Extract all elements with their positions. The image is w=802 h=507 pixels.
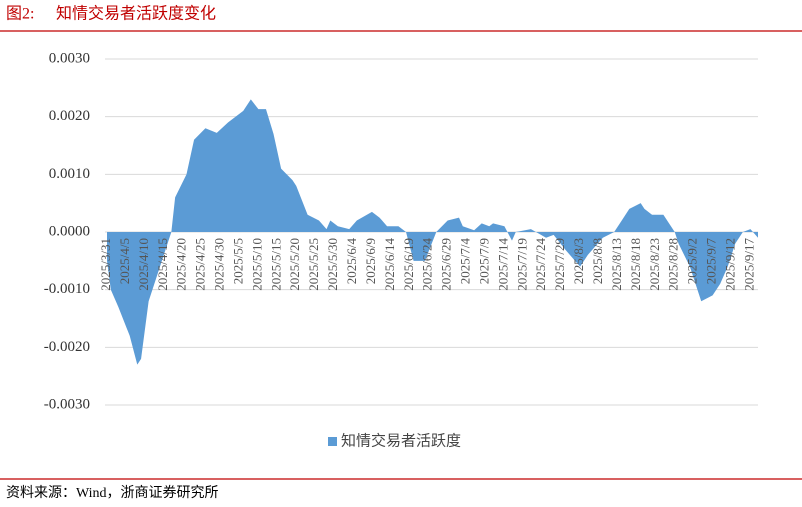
x-tick-label: 2025/4/15 — [155, 238, 170, 291]
x-tick-label: 2025/5/25 — [306, 238, 321, 291]
x-tick-label: 2025/6/14 — [382, 238, 397, 291]
x-tick-label: 2025/9/17 — [741, 238, 756, 291]
x-tick-label: 2025/4/25 — [193, 238, 208, 291]
x-tick-label: 2025/6/29 — [439, 238, 454, 291]
x-tick-label: 2025/6/19 — [401, 238, 416, 291]
x-tick-label: 2025/9/12 — [722, 238, 737, 291]
y-tick-label: 0.0010 — [49, 166, 90, 182]
x-tick-label: 2025/8/23 — [647, 238, 662, 291]
x-tick-label: 2025/9/2 — [685, 238, 700, 284]
x-tick-label: 2025/5/20 — [287, 238, 302, 291]
y-tick-label: 0.0030 — [49, 50, 90, 66]
x-tick-label: 2025/4/10 — [136, 238, 151, 291]
y-tick-label: -0.0020 — [44, 339, 90, 355]
x-tick-label: 2025/6/9 — [363, 238, 378, 284]
y-tick-label: -0.0010 — [44, 281, 90, 297]
x-tick-label: 2025/7/9 — [476, 238, 491, 284]
x-tick-label: 2025/6/24 — [420, 238, 435, 291]
y-tick-label: 0.0020 — [49, 108, 90, 124]
x-tick-label: 2025/4/30 — [212, 238, 227, 291]
x-tick-label: 2025/3/31 — [98, 238, 113, 291]
x-tick-label: 2025/5/5 — [230, 238, 245, 284]
x-tick-label: 2025/5/30 — [325, 238, 340, 291]
x-tick-label: 2025/4/20 — [174, 238, 189, 291]
x-tick-label: 2025/7/4 — [458, 238, 473, 285]
x-tick-label: 2025/7/19 — [514, 238, 529, 291]
x-tick-label: 2025/7/14 — [495, 238, 510, 291]
y-tick-label: -0.0030 — [44, 396, 90, 412]
x-tick-label: 2025/8/18 — [628, 238, 643, 291]
figure-label: 图2: — [6, 6, 34, 23]
x-tick-label: 2025/7/29 — [552, 238, 567, 291]
x-tick-label: 2025/8/13 — [609, 238, 624, 291]
chart-title: 知情交易者活跃度变化 — [56, 5, 216, 23]
x-tick-label: 2025/6/4 — [344, 238, 359, 285]
x-tick-label: 2025/4/5 — [117, 238, 132, 284]
x-tick-label: 2025/8/28 — [666, 238, 681, 291]
legend-swatch — [328, 437, 337, 446]
legend-label: 知情交易者活跃度 — [341, 431, 461, 449]
x-tick-label: 2025/5/10 — [249, 238, 264, 291]
source-note: 资料来源：Wind，浙商证券研究所 — [6, 485, 219, 501]
y-tick-label: 0.0000 — [49, 223, 90, 239]
x-tick-label: 2025/8/8 — [590, 238, 605, 284]
x-tick-label: 2025/7/24 — [533, 238, 548, 291]
x-tick-label: 2025/9/7 — [704, 238, 719, 285]
x-tick-label: 2025/8/3 — [571, 238, 586, 284]
area — [107, 99, 758, 365]
x-tick-label: 2025/5/15 — [268, 238, 283, 291]
